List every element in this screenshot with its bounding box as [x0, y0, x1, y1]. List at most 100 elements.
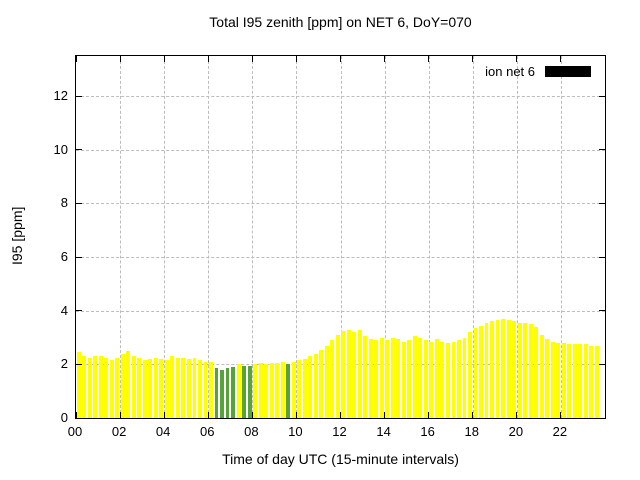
bar: [556, 342, 561, 418]
bar: [93, 356, 98, 418]
x-tick-label: 20: [508, 424, 524, 439]
y-tick-mark: [599, 149, 605, 151]
bar: [236, 364, 241, 418]
bar: [76, 352, 81, 418]
bar: [418, 337, 423, 418]
bar: [368, 338, 373, 418]
x-tick-mark: [163, 56, 165, 62]
bar: [401, 341, 406, 418]
y-tick-mark: [599, 202, 605, 204]
bar: [126, 350, 131, 418]
bar: [374, 340, 379, 418]
x-tick-mark: [75, 412, 77, 418]
bar: [572, 344, 577, 418]
x-tick-label: 06: [200, 424, 215, 439]
bar: [109, 360, 114, 418]
bar: [275, 363, 280, 418]
bar: [583, 344, 588, 418]
bar: [225, 368, 230, 418]
bar: [352, 332, 357, 418]
bar: [313, 353, 318, 418]
x-tick-mark: [295, 56, 297, 62]
bar: [434, 338, 439, 418]
legend-label: ion net 6: [485, 64, 535, 79]
bar: [412, 336, 417, 418]
bar: [291, 361, 296, 418]
bar: [561, 342, 566, 418]
x-tick-label: 00: [67, 424, 83, 439]
bar: [534, 326, 539, 418]
y-tick-mark: [599, 417, 605, 419]
bar: [82, 356, 87, 418]
x-tick-label: 08: [244, 424, 259, 439]
y-axis-label: I95 [ppm]: [9, 206, 25, 266]
bar: [319, 349, 324, 418]
y-tick-mark: [76, 149, 82, 151]
bar: [170, 356, 175, 418]
gridline-vertical: [120, 56, 122, 418]
x-tick-label: 16: [420, 424, 435, 439]
bar: [357, 329, 362, 418]
bar: [286, 364, 291, 418]
y-tick-mark: [599, 95, 605, 97]
bar: [363, 336, 368, 418]
y-tick-mark: [76, 95, 82, 97]
bar: [495, 320, 500, 418]
bar: [308, 356, 313, 418]
x-tick-mark: [340, 412, 341, 418]
x-tick-mark: [340, 56, 341, 62]
y-tick-mark: [599, 256, 605, 258]
y-tick-mark: [76, 363, 82, 365]
x-tick-mark: [516, 412, 518, 418]
y-tick-label: 10: [53, 141, 68, 157]
bar: [346, 329, 351, 418]
bar: [192, 357, 197, 418]
bar: [462, 337, 467, 418]
x-tick-mark: [75, 56, 77, 62]
bar: [396, 338, 401, 418]
gridline-vertical: [208, 56, 210, 418]
bar: [187, 359, 191, 418]
bar: [523, 322, 528, 418]
y-tick-mark: [599, 363, 605, 365]
bar: [490, 321, 494, 418]
bar: [203, 361, 208, 418]
x-tick-mark: [472, 412, 474, 418]
bar: [539, 334, 544, 418]
plot-area: ion net 6: [75, 55, 606, 419]
gridline-vertical: [384, 56, 386, 418]
bar: [506, 320, 511, 418]
y-tick-label: 6: [60, 249, 68, 265]
gridline-vertical: [340, 56, 342, 418]
x-tick-label: 02: [111, 424, 127, 439]
bar: [501, 318, 505, 418]
x-tick-mark: [384, 412, 386, 418]
bar: [423, 340, 428, 418]
x-tick-mark: [560, 56, 562, 62]
bar: [148, 359, 153, 418]
bar: [484, 322, 489, 418]
x-tick-mark: [119, 412, 121, 418]
bar: [269, 363, 274, 418]
bar: [512, 321, 517, 418]
x-tick-mark: [251, 412, 253, 418]
gridline-vertical: [252, 56, 254, 418]
bar: [120, 353, 125, 418]
bar: [98, 356, 103, 418]
bar: [440, 341, 445, 418]
x-tick-mark: [560, 412, 562, 418]
x-tick-label: 14: [376, 424, 391, 439]
bar: [517, 322, 522, 418]
x-tick-label: 10: [288, 424, 303, 439]
bar: [181, 357, 186, 418]
bar: [242, 365, 247, 418]
bar: [104, 357, 109, 418]
x-tick-mark: [207, 56, 209, 62]
bar: [220, 369, 224, 418]
bar: [142, 360, 147, 418]
bar: [545, 338, 550, 418]
bar: [258, 363, 263, 418]
y-tick-label: 2: [60, 356, 68, 372]
bar: [335, 334, 340, 418]
bar: [390, 337, 395, 418]
